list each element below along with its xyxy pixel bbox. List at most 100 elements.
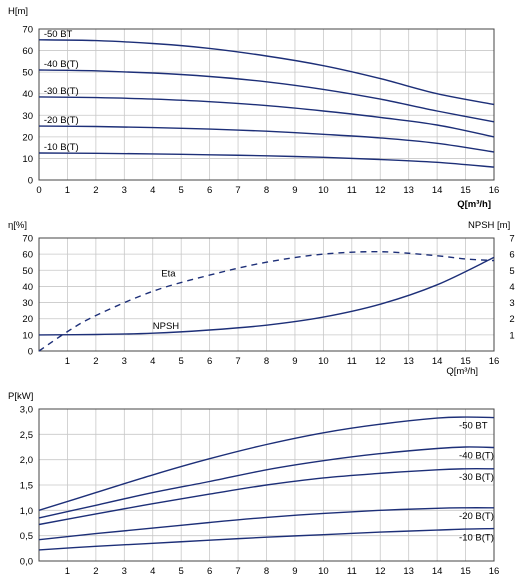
x-tick-label: 12	[375, 185, 386, 196]
x-tick-label: 13	[403, 566, 414, 577]
y-axis-label: P[kW]	[8, 391, 33, 402]
x-tick-label: 13	[403, 356, 414, 367]
series-line	[38, 69, 495, 123]
y-right-tick-label: 3	[509, 298, 514, 309]
x-tick-label: 7	[235, 185, 240, 196]
plot-frame	[38, 237, 495, 352]
x-tick-label: 13	[403, 185, 414, 196]
series-line	[38, 468, 495, 526]
y-tick-label: 10	[22, 154, 33, 165]
y-tick-label: 0,0	[20, 557, 33, 568]
y-tick-label: 40	[22, 282, 33, 293]
x-tick-label: 5	[179, 185, 184, 196]
x-tick-label: 9	[292, 566, 297, 577]
x-tick-label: 6	[207, 185, 212, 196]
series-line	[38, 256, 495, 336]
x-tick-label: 10	[318, 566, 329, 577]
y-right-tick-label: 6	[509, 250, 514, 261]
series-label: -10 B(T)	[459, 532, 494, 543]
x-tick-label: 2	[93, 185, 98, 196]
x-tick-label: 4	[150, 356, 155, 367]
x-tick-label: 8	[264, 185, 269, 196]
x-tick-label: 15	[460, 185, 471, 196]
x-axis-label: Q[m³/h]	[457, 199, 491, 210]
plot-frame	[38, 408, 495, 562]
y-tick-label: 50	[22, 68, 33, 79]
x-tick-label: 5	[179, 356, 184, 367]
y-right-tick-label: 7	[509, 234, 514, 245]
x-tick-label: 11	[347, 185, 357, 196]
y-axis-label: H[m]	[8, 6, 28, 17]
x-tick-label: 3	[122, 566, 127, 577]
series-line	[38, 507, 495, 541]
x-tick-label: 2	[93, 356, 98, 367]
series-line	[38, 446, 495, 519]
y-right-axis-label: NPSH [m]	[468, 220, 510, 231]
series-label: NPSH	[153, 321, 180, 332]
series-label: -20 B(T)	[44, 115, 79, 126]
x-tick-label: 1	[65, 356, 70, 367]
x-tick-label: 9	[292, 356, 297, 367]
series-line	[38, 152, 495, 168]
x-tick-label: 3	[122, 185, 127, 196]
y-tick-label: 2,5	[20, 430, 33, 441]
x-tick-label: 10	[318, 356, 329, 367]
x-tick-label: 10	[318, 185, 329, 196]
y-right-tick-label: 1	[509, 330, 514, 341]
x-tick-label: 4	[150, 185, 155, 196]
series-line	[38, 96, 495, 138]
series-line	[38, 39, 495, 106]
x-tick-label: 15	[460, 356, 471, 367]
y-right-tick-label: 5	[509, 266, 514, 277]
x-tick-label: 12	[375, 566, 386, 577]
y-tick-label: 30	[22, 111, 33, 122]
series-label: -20 B(T)	[459, 511, 494, 522]
x-tick-label: 8	[264, 566, 269, 577]
y-right-tick-label: 4	[509, 282, 514, 293]
x-tick-label: 16	[489, 185, 500, 196]
series-label: -50 BT	[44, 29, 73, 40]
y-tick-label: 0	[28, 176, 33, 187]
y-right-tick-label: 2	[509, 314, 514, 325]
y-tick-label: 2,0	[20, 455, 33, 466]
x-tick-label: 2	[93, 566, 98, 577]
y-tick-label: 20	[22, 132, 33, 143]
series-line	[38, 416, 495, 511]
y-tick-label: 50	[22, 266, 33, 277]
x-tick-label: 15	[460, 566, 471, 577]
series-label: Eta	[161, 269, 176, 280]
x-tick-label: 1	[65, 185, 70, 196]
x-tick-label: 16	[489, 356, 500, 367]
series-line	[38, 250, 495, 352]
y-tick-label: 60	[22, 46, 33, 57]
x-tick-label: 14	[432, 185, 443, 196]
x-axis-label: Q[m³/h]	[446, 366, 478, 377]
y-tick-label: 3,0	[20, 405, 33, 416]
series-line	[38, 527, 495, 551]
x-tick-label: 0	[36, 185, 41, 196]
x-tick-label: 3	[122, 356, 127, 367]
y-tick-label: 70	[22, 25, 33, 36]
x-tick-label: 6	[207, 566, 212, 577]
y-axis-label: η[%]	[8, 220, 27, 231]
x-tick-label: 4	[150, 566, 155, 577]
x-tick-label: 11	[347, 566, 357, 577]
x-tick-label: 16	[489, 566, 500, 577]
series-label: -40 B(T)	[44, 59, 79, 70]
y-tick-label: 30	[22, 298, 33, 309]
y-tick-label: 70	[22, 234, 33, 245]
x-tick-label: 1	[65, 566, 70, 577]
y-tick-label: 40	[22, 89, 33, 100]
x-tick-label: 14	[432, 566, 443, 577]
series-label: -50 BT	[459, 420, 488, 431]
y-tick-label: 1,0	[20, 506, 33, 517]
x-tick-label: 14	[432, 356, 443, 367]
x-tick-label: 7	[235, 566, 240, 577]
x-tick-label: 7	[235, 356, 240, 367]
series-label: -30 B(T)	[459, 472, 494, 483]
x-tick-label: 9	[292, 185, 297, 196]
y-tick-label: 10	[22, 330, 33, 341]
y-tick-label: 0,5	[20, 531, 33, 542]
series-label: -10 B(T)	[44, 142, 79, 153]
